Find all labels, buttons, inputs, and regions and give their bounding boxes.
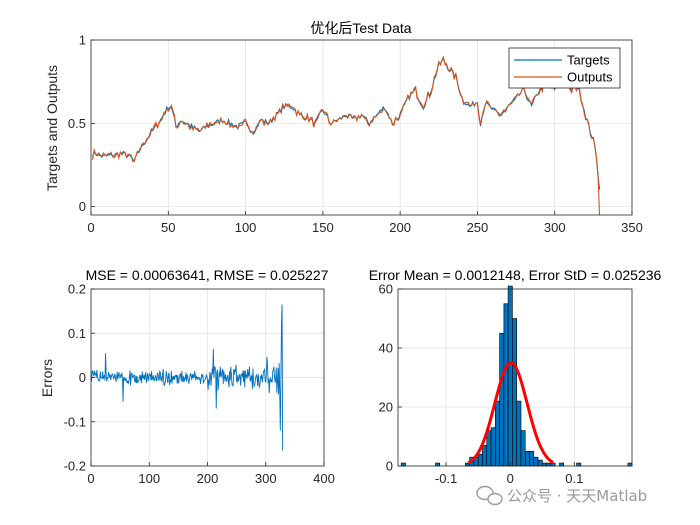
x-tick-label: 300 [255, 471, 277, 486]
histogram-bar [516, 400, 522, 467]
histogram-bar [520, 430, 526, 467]
histogram-bar [482, 445, 488, 467]
y-tick-label: 0 [79, 370, 86, 385]
targets-series-line [92, 57, 601, 190]
legend-outputs-label: Outputs [567, 70, 613, 85]
histogram-bars [400, 285, 633, 467]
histogram-bar [550, 462, 556, 467]
x-tick-label: 0.1 [565, 471, 583, 486]
histogram-bar [529, 450, 535, 467]
errors-x-ticks: 0 100 200 300 400 [87, 462, 335, 486]
histogram-bar [499, 332, 505, 467]
top-y-axis-label: Targets and Outputs [44, 65, 60, 191]
top-axes: 0 50 100 150 200 250 300 350 00.51 优化后Test Data… [44, 20, 643, 235]
histogram-bar [559, 462, 565, 467]
histogram-bar [627, 462, 633, 467]
legend-box [508, 47, 621, 89]
histogram-bar [400, 462, 406, 467]
y-tick-label: 0.2 [68, 282, 86, 297]
x-tick-label: 400 [313, 471, 335, 486]
x-tick-label: 200 [389, 220, 411, 235]
y-tick-label: -0.1 [64, 414, 86, 429]
histogram-bar [477, 453, 483, 467]
x-tick-label: 100 [138, 471, 160, 486]
watermark: 公众号 · 天天Matlab [476, 485, 647, 506]
x-tick-label: 0 [87, 471, 94, 486]
x-tick-label: 50 [161, 220, 175, 235]
x-tick-label: 0 [507, 471, 514, 486]
y-tick-label: -0.2 [64, 459, 86, 474]
histogram-bar [524, 450, 530, 467]
histogram-bar [542, 462, 547, 467]
normal-fit-curve [467, 361, 554, 464]
top-y-ticks: 00.51 [68, 33, 95, 214]
top-axes-box [90, 39, 633, 216]
x-tick-label: 100 [235, 220, 257, 235]
histogram-bar [546, 462, 552, 467]
top-chart-title: 优化后Test Data [310, 20, 411, 36]
histogram-x-ticks: -0.1 0 0.1 [435, 462, 583, 486]
histogram-bar [490, 427, 496, 467]
wechat-logo-icon [476, 485, 503, 506]
x-tick-label: 0 [87, 220, 94, 235]
histogram-bar [507, 285, 513, 467]
top-lines [92, 55, 601, 216]
x-tick-label: 300 [544, 220, 566, 235]
histogram-bar [576, 462, 582, 467]
y-tick-label: 0.1 [68, 326, 86, 341]
errors-chart-title: MSE = 0.00063641, RMSE = 0.025227 [86, 267, 329, 283]
histogram-bar [533, 456, 539, 467]
x-tick-label: 150 [312, 220, 334, 235]
y-tick-label: 1 [79, 33, 86, 48]
y-tick-label: 60 [379, 282, 393, 297]
histogram-bar [537, 459, 543, 467]
errors-y-axis-label: Errors [39, 359, 55, 397]
y-tick-label: 0.5 [68, 116, 86, 131]
y-tick-label: 20 [379, 400, 393, 415]
y-tick-label: 0 [386, 459, 393, 474]
histogram-axes: -0.1 0 0.1 0 20 40 60 Error Mean = 0.0012148,… [369, 267, 662, 486]
legend: Targets Outputs [508, 47, 621, 89]
errors-y-ticks: -0.2 -0.1 0 0.1 0.2 [64, 282, 95, 474]
y-tick-label: 40 [379, 341, 393, 356]
histogram-chart-title: Error Mean = 0.0012148, Error StD = 0.02… [369, 267, 662, 283]
histogram-y-ticks: 0 20 40 60 [379, 282, 402, 474]
histogram-bar [435, 462, 441, 467]
y-tick-label: 0 [79, 199, 86, 214]
histogram-fit-curve [467, 361, 554, 464]
x-tick-label: 350 [621, 220, 643, 235]
legend-targets-label: Targets [567, 53, 610, 68]
x-tick-label: -0.1 [435, 471, 457, 486]
errors-axes: 0 100 200 300 400 -0.2 -0.1 0 0.1 0.2 MSE = 0.00… [39, 267, 335, 486]
x-tick-label: 200 [197, 471, 219, 486]
histogram-bar [486, 430, 492, 467]
histogram-axes-box [397, 288, 633, 467]
histogram-bar [495, 400, 500, 467]
outputs-series-line [92, 55, 601, 216]
watermark-text: 公众号 · 天天Matlab [507, 487, 647, 505]
errors-series-line [91, 304, 284, 451]
top-x-ticks: 0 50 100 150 200 250 300 350 [87, 211, 643, 235]
histogram-bar [503, 303, 509, 467]
histogram-bar [512, 318, 517, 467]
x-tick-label: 250 [467, 220, 489, 235]
errors-line [91, 304, 284, 451]
